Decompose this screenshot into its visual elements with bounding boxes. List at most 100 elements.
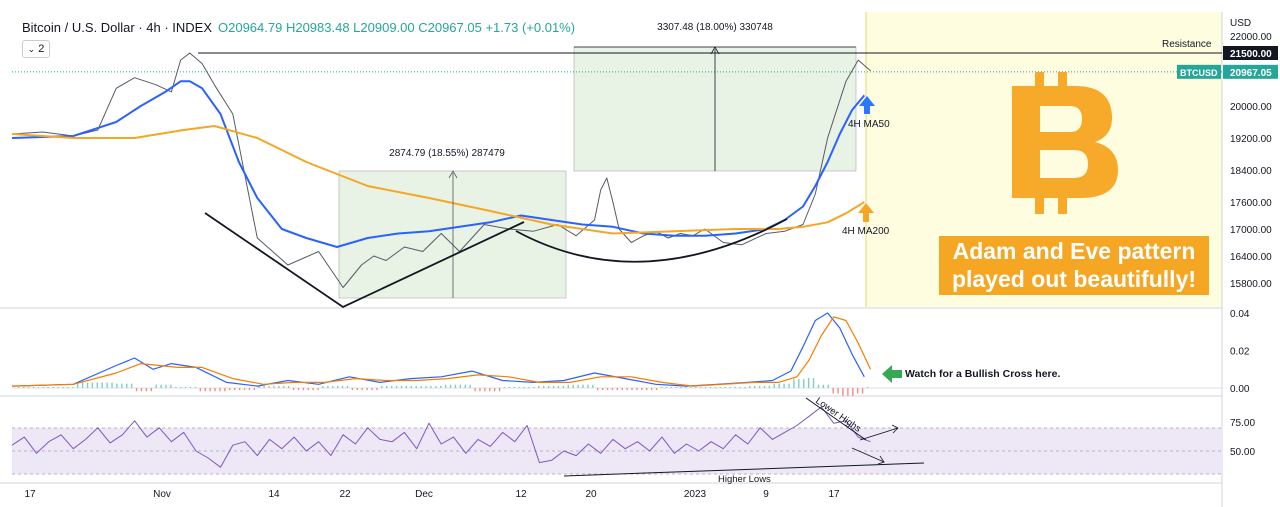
macd-histogram-bar [268,385,270,388]
annotation-layer: Resistance 21500.00 BTCUSD 20967.05 2874.79 … [12,22,1278,485]
macd-histogram-bar [116,383,118,388]
macd-histogram-bar [233,388,236,391]
macd-histogram-bar [307,388,309,391]
macd-histogram-bar [410,385,412,388]
macd-histogram-bar [175,387,177,388]
callout-line-2: played out beautifully! [951,266,1197,292]
macd-histogram-bar [381,385,383,388]
macd-histogram-bar [856,388,859,394]
macd-histogram-bar [273,385,275,388]
bitcoin-logo-bottom-tick-2 [1058,196,1067,214]
bitcoin-logo-icon [1012,72,1118,214]
macd-histogram-bar [415,385,417,388]
macd-histogram-bar [719,387,722,388]
measure-label-1: 2874.79 (18.55%) 287479 [389,148,505,159]
macd-histogram-bar [32,387,35,388]
lower-highs-line [805,397,867,441]
macd-histogram-bar [243,388,246,391]
macd-histogram-bar [503,387,506,388]
left-arrow-green-icon [882,365,902,383]
macd-histogram-bar [263,385,265,388]
macd-histogram-bar [788,383,790,388]
macd-histogram-bar [783,383,785,388]
macd-histogram-bar [101,382,103,388]
chevron-down-icon: ⌄ [27,43,36,54]
symbol-title[interactable]: Bitcoin / U.S. Dollar · 4h · INDEX [22,20,212,35]
macd-histogram-bar [729,387,731,388]
macd-histogram-bar [106,382,108,388]
macd-histogram-bar [224,388,226,392]
bitcoin-logo-body [1012,86,1118,198]
bitcoin-logo-top-tick-2 [1058,72,1067,90]
macd-histogram-bar [312,388,314,391]
macd-histogram-bar [621,388,623,391]
macd-histogram-bar [351,388,354,391]
macd-histogram-bar [484,388,486,392]
macd-histogram-bar [180,387,182,388]
macd-histogram-bar [626,388,628,391]
time-tick-label: 2023 [684,489,707,500]
macd-histogram-bar [847,388,849,396]
macd-histogram-bar [165,384,167,388]
indicator-toggle-button[interactable]: ⌄ 2 [22,40,50,58]
macd-tick-label: 0.00 [1230,384,1250,395]
price-axis-label: USD [1230,18,1251,29]
up-arrow-orange-icon [858,203,874,222]
macd-histogram-bar [498,388,501,392]
chart-header: Bitcoin / U.S. Dollar · 4h · INDEX O20964… [22,20,575,35]
macd-line [11,312,865,387]
macd-histogram-bar [768,385,771,388]
macd-histogram-bar [582,384,584,388]
macd-histogram-bar [62,387,64,388]
resistance-price-tag [1223,46,1278,60]
macd-histogram-bar [704,387,707,388]
macd-histogram-bar [27,387,30,388]
time-tick-label: 22 [339,489,351,500]
macd-histogram-bar [842,388,844,396]
macd-histogram-bar [420,385,422,388]
macd-histogram-bar [444,384,447,388]
macd-histogram-bar [700,387,702,388]
macd-histogram-bar [76,382,79,388]
macd-histogram-bar [150,388,152,392]
macd-histogram-bar [170,384,172,388]
macd-histogram-bar [111,382,113,388]
macd-histogram-bar [395,385,398,388]
macd-histogram-bar [778,383,780,388]
macd-histogram-bar [440,385,442,388]
macd-histogram-bar [194,387,197,388]
macd-histogram-bar [199,388,202,392]
macd-histogram-bar [670,387,672,388]
macd-histogram-bar [189,387,192,388]
macd-histogram-bar [341,385,344,388]
price-tick-label: 17600.00 [1230,198,1272,209]
macd-histogram-bar [135,388,138,392]
macd-histogram-bar [812,378,815,388]
macd-histogram-bar [336,385,339,388]
macd-tick-label: 0.04 [1230,309,1250,320]
macd-histogram-bar [479,388,481,392]
macd-histogram-bar [57,387,59,388]
macd-tick-label: 0.02 [1230,347,1250,358]
macd-histogram-bar [690,387,692,388]
macd-histogram-bar [366,388,368,391]
macd-histogram-bar [449,384,452,388]
macd-histogram-bar [283,385,285,388]
macd-histogram-bar [229,388,231,391]
macd-histogram-bar [23,387,25,388]
macd-histogram-bar [523,387,525,388]
price-tick-label: 17000.00 [1230,225,1272,236]
macd-histogram-bar [543,385,545,388]
macd-histogram-bar [332,385,334,388]
macd-histogram-bar [297,388,300,391]
macd-histogram-bar [155,384,157,388]
macd-histogram-bar [744,387,746,388]
macd-histogram-bar [646,388,648,391]
macd-histogram-bar [361,388,363,391]
macd-histogram-bar [386,385,388,388]
macd-histogram-bar [587,384,589,388]
macd-histogram-bar [204,388,206,392]
macd-histogram-bar [596,388,599,391]
macd-histogram-bar [346,385,349,388]
time-tick-label: 20 [585,489,597,500]
